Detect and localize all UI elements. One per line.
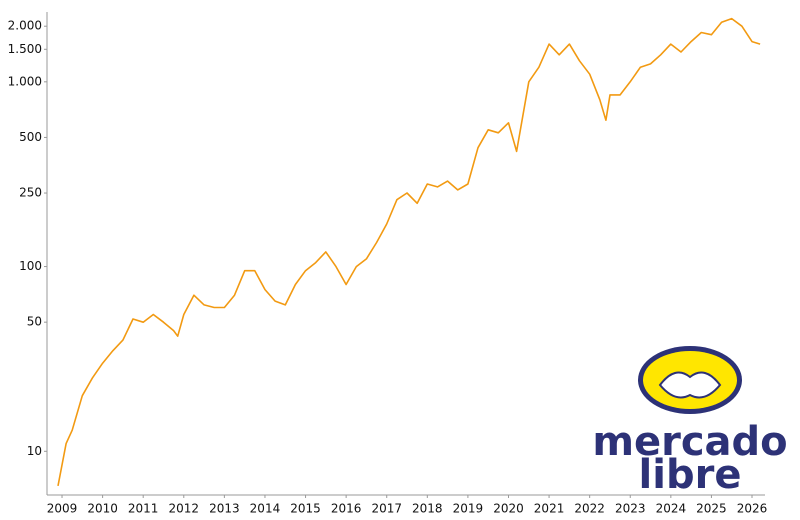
price-line bbox=[57, 17, 761, 487]
logo: mercado libre bbox=[592, 346, 788, 498]
y-tick-label: 10 bbox=[27, 444, 42, 458]
x-tick-label: 2020 bbox=[493, 502, 524, 516]
y-tick-label: 1.000 bbox=[8, 74, 42, 88]
x-tick-label: 2025 bbox=[696, 502, 727, 516]
logo-text: mercado bbox=[592, 419, 787, 465]
x-tick-label: 2011 bbox=[128, 502, 159, 516]
x-tick-label: 2010 bbox=[87, 502, 118, 516]
logo-hands bbox=[658, 371, 722, 399]
y-tick-label: 50 bbox=[27, 315, 42, 329]
x-tick-label: 2022 bbox=[574, 502, 605, 516]
logo-text: libre bbox=[639, 452, 742, 498]
x-tick-label: 2014 bbox=[250, 502, 281, 516]
x-tick-label: 2013 bbox=[209, 502, 240, 516]
y-tick-label: 250 bbox=[19, 186, 42, 200]
x-tick-label: 2024 bbox=[656, 502, 687, 516]
x-tick-label: 2019 bbox=[453, 502, 484, 516]
x-tick-label: 2017 bbox=[371, 502, 402, 516]
y-tick-label: 500 bbox=[19, 130, 42, 144]
x-tick-label: 2012 bbox=[169, 502, 200, 516]
x-tick-label: 2016 bbox=[331, 502, 362, 516]
x-tick-label: 2015 bbox=[290, 502, 321, 516]
y-tick-label: 1.500 bbox=[8, 42, 42, 56]
x-tick-label: 2018 bbox=[412, 502, 443, 516]
y-tick-label: 100 bbox=[19, 259, 42, 273]
x-tick-label: 2009 bbox=[47, 502, 78, 516]
x-tick-label: 2023 bbox=[615, 502, 646, 516]
x-tick-label: 2021 bbox=[534, 502, 565, 516]
x-tick-label: 2026 bbox=[737, 502, 768, 516]
y-tick-label: 2.000 bbox=[8, 19, 42, 33]
